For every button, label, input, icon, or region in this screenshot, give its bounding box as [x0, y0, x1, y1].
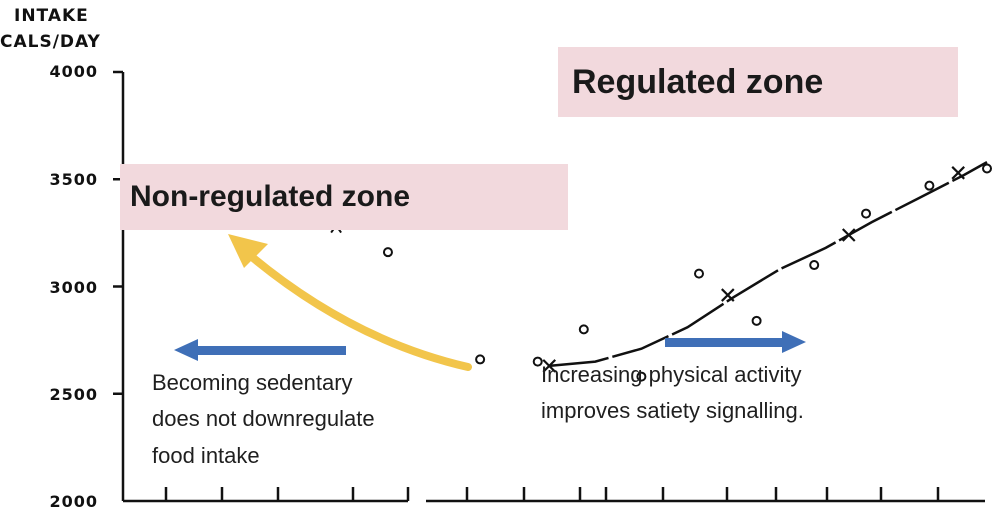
data-point-x: [841, 228, 856, 242]
y-tick-label-3000: 3000: [49, 278, 98, 297]
y-tick-label-4000: 4000: [49, 62, 98, 81]
blue-arrow-right-head: [782, 331, 806, 353]
data-point-x: [721, 288, 735, 302]
y-tick-label-2000: 2000: [49, 492, 98, 511]
y-tick-label-2500: 2500: [49, 385, 98, 404]
y-axis-title-line1: INTAKE: [14, 6, 89, 26]
left-note-line1: Becoming sedentary: [152, 370, 353, 395]
blue-arrow-left-shaft: [196, 346, 346, 355]
data-point-circle: [694, 268, 704, 279]
left-note-line3: food intake: [152, 443, 260, 468]
data-point-x: [951, 166, 965, 180]
data-point-circle: [578, 324, 589, 335]
data-point-circle: [924, 180, 935, 191]
data-point-circle: [475, 354, 486, 365]
blue-arrow-right-shaft: [665, 338, 785, 347]
trend-line: [549, 161, 988, 368]
data-point-circle: [532, 356, 543, 367]
data-point-circle: [861, 208, 872, 219]
data-point-circle: [751, 315, 762, 326]
data-point-circle: [382, 247, 393, 258]
data-point-x: [542, 359, 557, 373]
data-point-circle: [982, 163, 992, 174]
non-regulated-zone-label: Non-regulated zone: [120, 164, 568, 230]
yellow-arrow-shaft: [242, 248, 472, 371]
right-note-line1: Increasing physical activity: [541, 362, 802, 387]
regulated-zone-label: Regulated zone: [558, 47, 958, 117]
data-point-circle: [809, 260, 820, 271]
y-axis-title-line2: CALS/DAY: [0, 32, 101, 52]
yellow-arrow-head: [228, 234, 268, 268]
data-point-circle: [636, 371, 647, 382]
right-note-line2: improves satiety signalling.: [541, 398, 804, 423]
blue-arrow-left-head: [174, 339, 198, 361]
y-tick-label-3500: 3500: [49, 170, 98, 189]
left-note-line2: does not downregulate: [152, 406, 375, 431]
